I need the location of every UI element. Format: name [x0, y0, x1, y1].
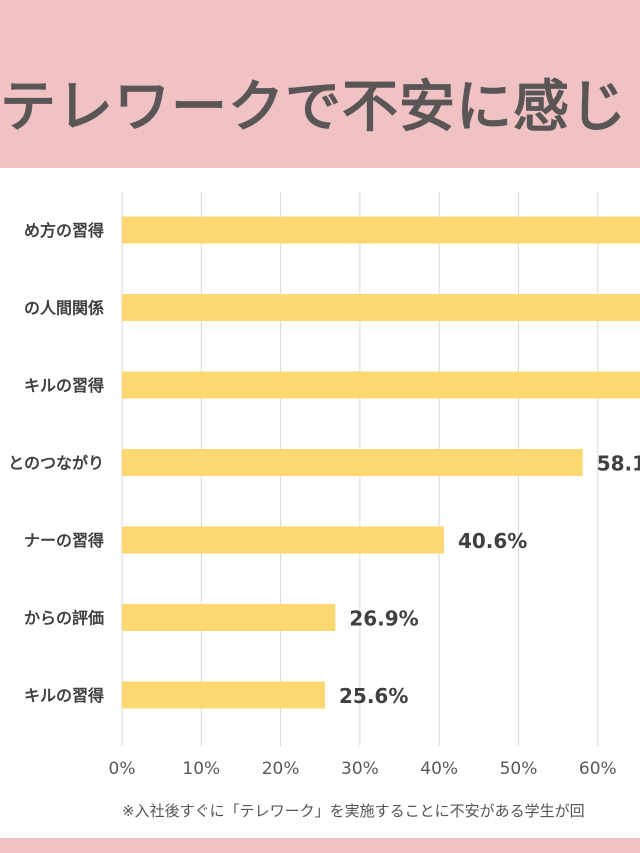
x-tick-label: 10%: [182, 759, 220, 779]
category-label: の人間関係: [24, 299, 104, 318]
data-label: 25.6%: [339, 684, 408, 708]
data-label: 58.1%: [597, 452, 640, 476]
chart-area: 0% 10% 20% 30% 40% 50% 60% め方の習得 の人間関係 キルの習得 とのつなが…: [0, 168, 640, 813]
bar: [122, 216, 640, 244]
category-label: とのつながり: [8, 454, 104, 473]
bar: [122, 681, 326, 709]
bar: [122, 604, 336, 631]
category-label: ナーの習得: [24, 531, 104, 550]
bar-chart: 0% 10% 20% 30% 40% 50% 60%め方の習得の人間関係キルの習得とのつなが…: [8, 192, 640, 779]
x-tick-label: 40%: [420, 759, 458, 779]
x-tick-label: 20%: [262, 759, 300, 779]
x-tick-label: 0%: [109, 759, 136, 779]
bar: [122, 371, 640, 399]
x-tick-label: 60%: [579, 759, 617, 779]
chart-title: テレワークで不安に感じ: [0, 75, 627, 140]
bar: [122, 526, 444, 554]
category-label: キルの習得: [24, 376, 104, 395]
category-label: キルの習得: [24, 686, 104, 705]
category-label: め方の習得: [24, 221, 104, 240]
footnote: ※入社後すぐに「テレワーク」を実施することに不安がある学生が回: [122, 802, 585, 820]
x-tick-label: 30%: [341, 759, 379, 779]
data-label: 40.6%: [458, 529, 527, 553]
bottom-band: [0, 838, 640, 853]
bar: [122, 294, 640, 321]
title-band: テレワークで不安に感じ: [0, 0, 640, 168]
bar: [122, 449, 583, 476]
x-tick-label: 50%: [500, 759, 538, 779]
data-label: 26.9%: [349, 607, 418, 631]
category-label: からの評価: [24, 609, 104, 628]
